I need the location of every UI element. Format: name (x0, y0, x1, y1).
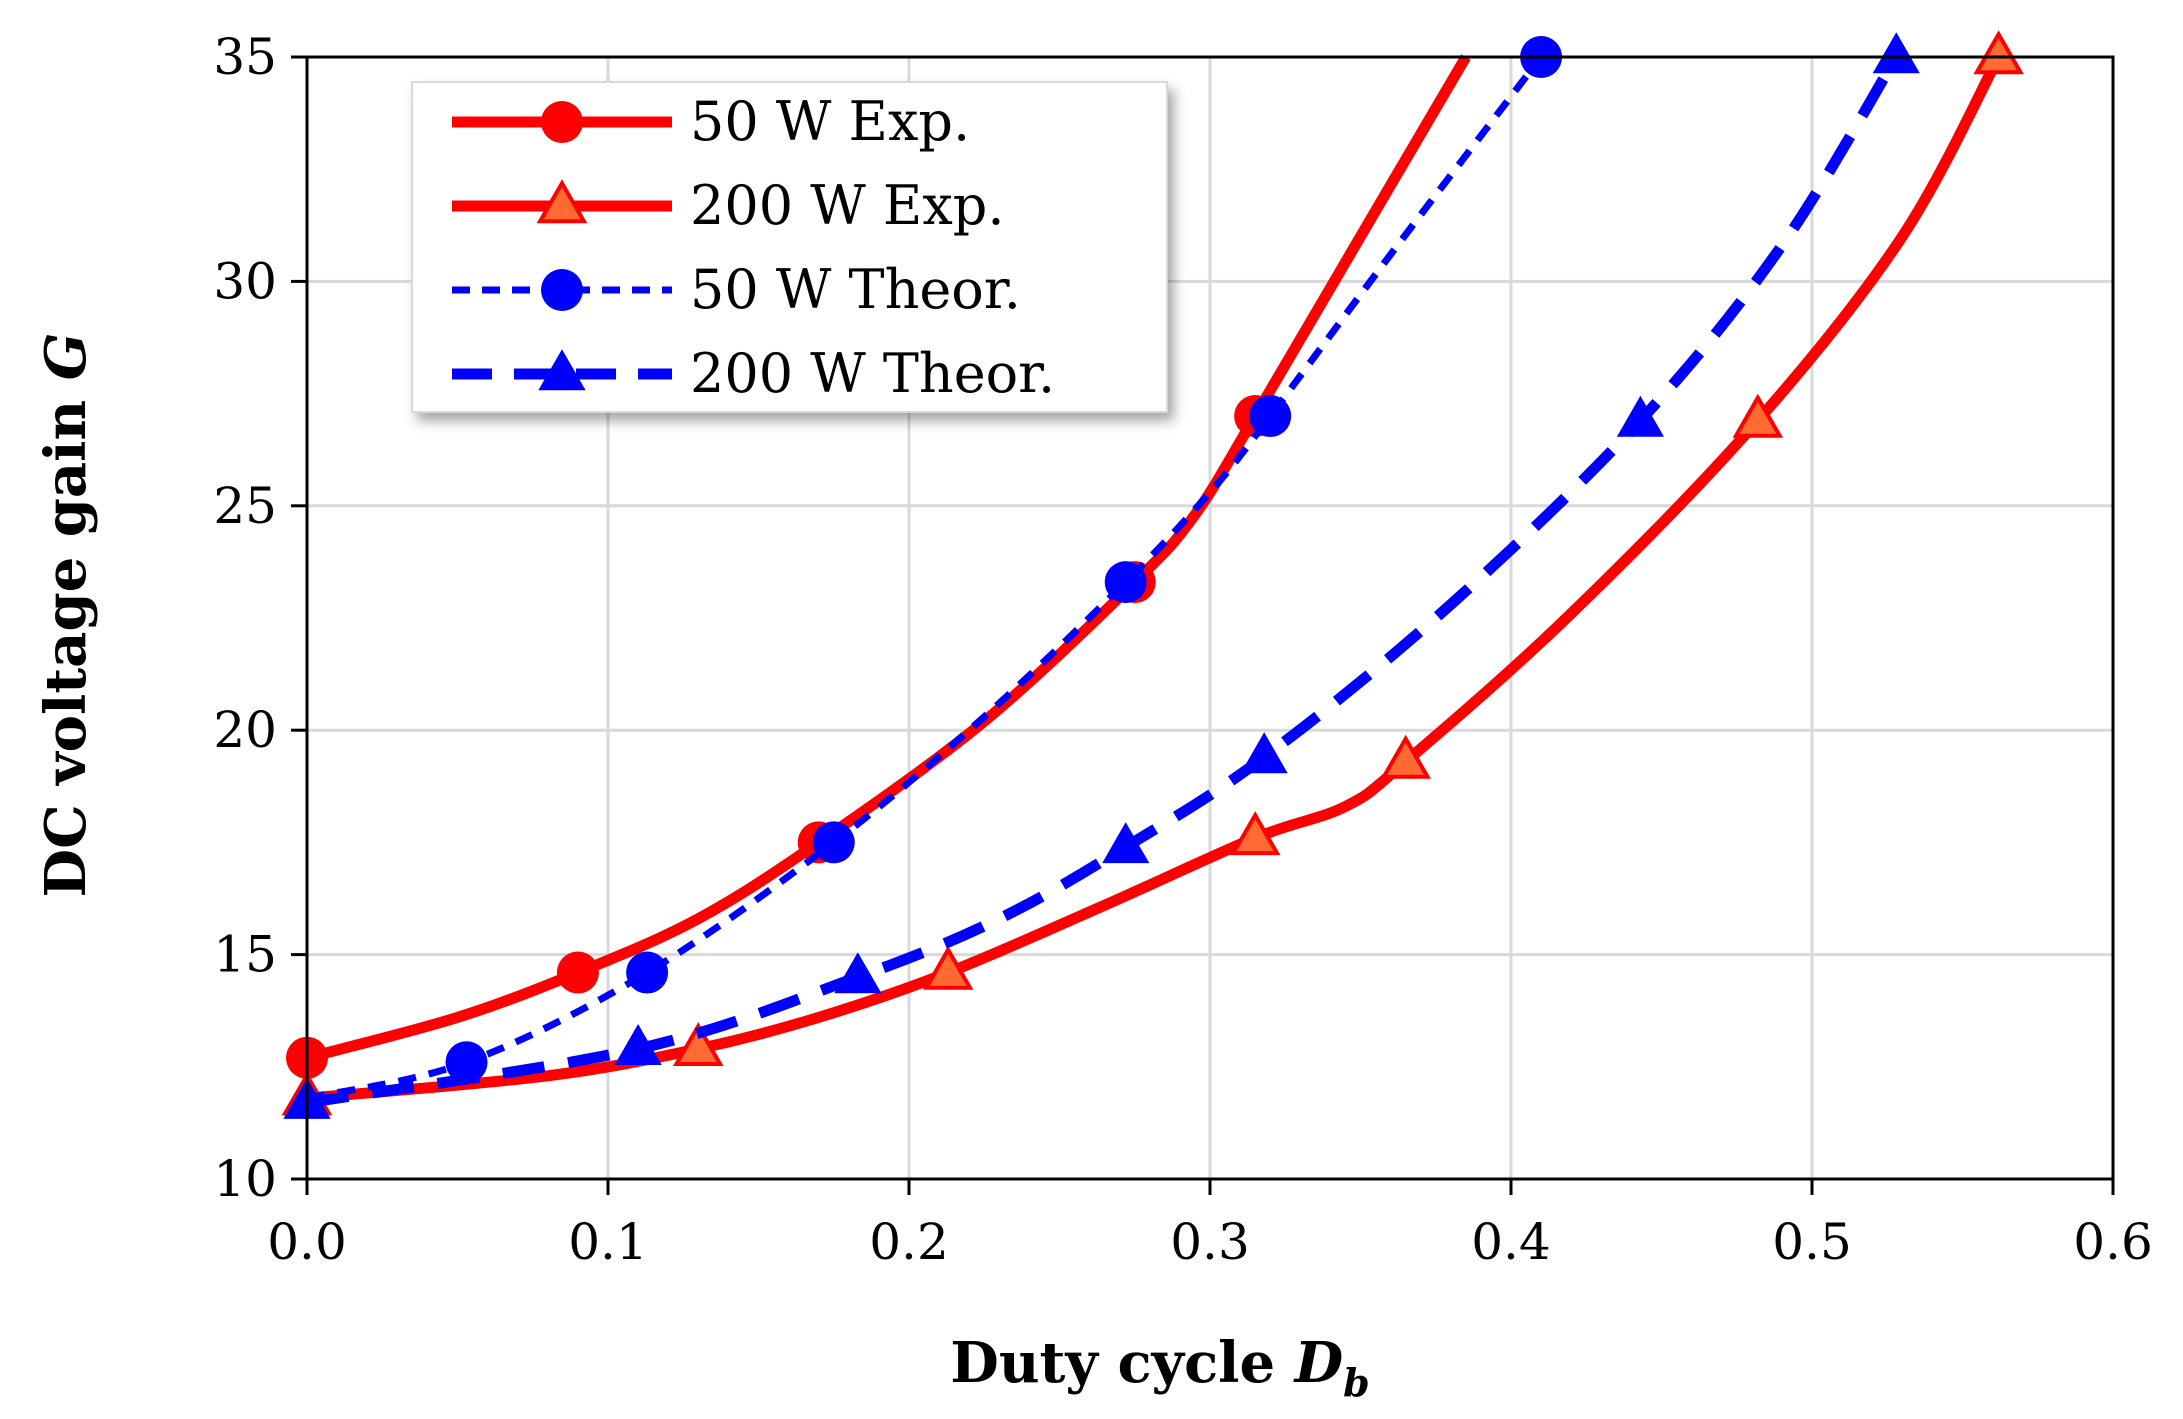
data-point (626, 951, 669, 994)
legend-marker-1 (541, 101, 583, 143)
legend-label-2: 200 W Exp. (690, 174, 1005, 237)
legend-label-1: 50 W Exp. (690, 90, 970, 153)
x-tick-label: 0.0 (267, 1213, 347, 1271)
series-4 (283, 32, 1920, 1119)
x-axis-title-symbol: D (1293, 1330, 1344, 1396)
legend-marker-4 (538, 349, 586, 391)
legend: 50 W Exp. 200 W Exp. 50 W Theor. 200 W Theo… (411, 81, 1168, 413)
data-point (556, 951, 599, 994)
y-axis-title-main: DC voltage gain (33, 380, 99, 897)
y-tick-label: 15 (213, 926, 277, 984)
legend-box (411, 81, 1168, 413)
data-point (834, 952, 882, 994)
data-point (1616, 395, 1665, 437)
data-point (922, 945, 974, 990)
x-axis-title-main: Duty cycle (950, 1330, 1294, 1396)
x-tick-label: 0.6 (2073, 1213, 2153, 1271)
data-point (1104, 561, 1147, 604)
series-layer (281, 30, 2024, 1119)
data-point (1872, 32, 1920, 74)
legend-marker-2 (536, 179, 588, 224)
series-3 (306, 36, 1563, 1102)
legend-marker-3 (541, 269, 583, 311)
x-tick-label: 0.4 (1471, 1213, 1551, 1271)
x-tick-label: 0.5 (1772, 1213, 1852, 1271)
y-tick-label: 20 (213, 701, 277, 759)
series-line (306, 54, 1544, 1102)
y-axis-title: DC voltage gain G (33, 333, 99, 898)
legend-label-3: 50 W Theor. (690, 258, 1021, 321)
x-tick-label: 0.3 (1170, 1213, 1250, 1271)
y-tick-label: 10 (213, 1150, 277, 1208)
data-point (1732, 393, 1784, 438)
data-point (1973, 30, 2024, 75)
x-axis-title-subscript: b (1343, 1360, 1370, 1405)
series-line (306, 54, 1901, 1109)
data-point (1240, 732, 1288, 774)
data-point (812, 821, 855, 864)
data-point (614, 1023, 662, 1065)
data-point (1102, 822, 1150, 864)
data-point (1249, 395, 1292, 438)
legend-label-4: 200 W Theor. (690, 342, 1055, 405)
x-tick-label: 0.2 (869, 1213, 949, 1271)
series-2 (281, 30, 2024, 1116)
y-tick-label: 30 (213, 252, 277, 310)
x-axis-title: Duty cycle Db (950, 1330, 1369, 1405)
y-axis-title-symbol: G (33, 333, 99, 381)
x-tick-label: 0.1 (568, 1213, 648, 1271)
data-point (1380, 734, 1431, 779)
data-point (1229, 811, 1281, 856)
axis-ticks: 0.0 0.1 0.2 0.3 0.4 0.5 0.6 10 15 20 25 30 35 (213, 28, 2152, 1271)
data-point (672, 1021, 724, 1066)
y-tick-label: 25 (213, 477, 277, 535)
y-tick-label: 35 (213, 28, 277, 86)
